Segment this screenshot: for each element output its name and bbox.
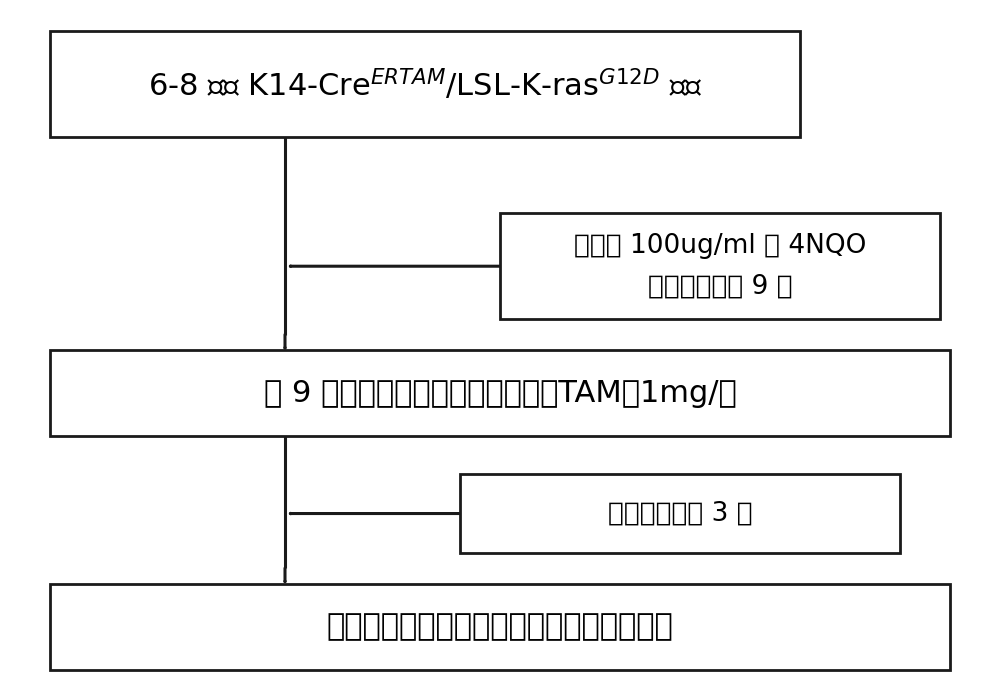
Text: 6-8 周龄 K14-Cre$^{ERTAM}$/LSL-K-ras$^{G12D}$ 小鼠: 6-8 周龄 K14-Cre$^{ERTAM}$/LSL-K-ras$^{G12…	[148, 67, 702, 102]
FancyBboxPatch shape	[50, 584, 950, 670]
Text: 第 9 周结束时腹腔注射他莫昔芚（TAM）1mg/只: 第 9 周结束时腹腔注射他莫昔芚（TAM）1mg/只	[264, 379, 736, 408]
FancyBboxPatch shape	[500, 213, 940, 319]
Text: 三周后收集小鼠颊舌部组织，观察成癌情况: 三周后收集小鼠颊舌部组织，观察成癌情况	[327, 612, 673, 642]
Text: 饮水避光喂养 9 周: 饮水避光喂养 9 周	[648, 274, 792, 300]
Text: 正常饮水喂养 3 周: 正常饮水喂养 3 周	[608, 501, 752, 526]
FancyBboxPatch shape	[50, 31, 800, 137]
FancyBboxPatch shape	[460, 474, 900, 553]
FancyBboxPatch shape	[50, 350, 950, 436]
Text: 浓度为 100ug/ml 的 4NQO: 浓度为 100ug/ml 的 4NQO	[574, 233, 866, 258]
